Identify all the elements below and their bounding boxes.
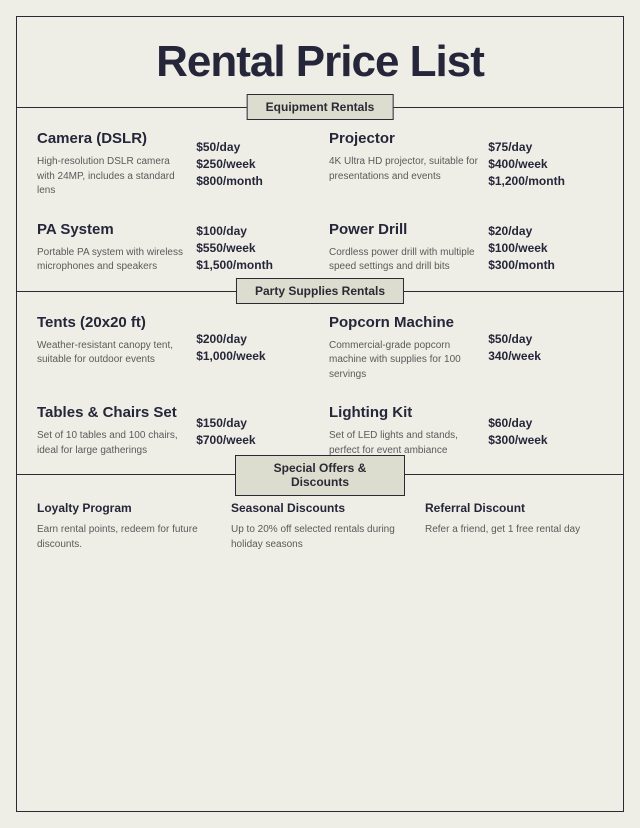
item-desc: 4K Ultra HD projector, suitable for pres…	[329, 155, 478, 184]
price-month: $800/month	[196, 174, 311, 188]
price-day: $200/day	[196, 332, 311, 346]
offer-name: Seasonal Discounts	[231, 501, 409, 515]
item-name: Lighting Kit	[329, 404, 478, 421]
item-name: Tents (20x20 ft)	[37, 314, 186, 331]
page-title: Rental Price List	[17, 37, 623, 87]
price-day: $100/day	[196, 224, 311, 238]
item-desc: Weather-resistant canopy tent, suitable …	[37, 339, 186, 368]
price-month: $1,500/month	[196, 258, 311, 272]
price-week: $250/week	[196, 157, 311, 171]
item-name: Camera (DSLR)	[37, 130, 186, 147]
item-desc: High-resolution DSLR camera with 24MP, i…	[37, 155, 186, 199]
item-popcorn: Popcorn Machine Commercial-grade popcorn…	[329, 314, 603, 383]
section-divider: Equipment Rentals	[17, 107, 623, 108]
offer-desc: Earn rental points, redeem for future di…	[37, 523, 215, 552]
item-prices: $150/day $700/week	[196, 404, 311, 458]
item-prices: $75/day $400/week $1,200/month	[488, 130, 603, 199]
section-label-party: Party Supplies Rentals	[236, 278, 404, 304]
item-name: Tables & Chairs Set	[37, 404, 186, 421]
section-divider: Special Offers & Discounts	[17, 474, 623, 475]
price-day: $150/day	[196, 416, 311, 430]
item-pa-system: PA System Portable PA system with wirele…	[37, 221, 311, 275]
item-desc: Portable PA system with wireless microph…	[37, 246, 186, 275]
price-day: $60/day	[488, 416, 603, 430]
price-day: $50/day	[488, 332, 603, 346]
item-tents: Tents (20x20 ft) Weather-resistant canop…	[37, 314, 311, 383]
offer-referral: Referral Discount Refer a friend, get 1 …	[425, 501, 603, 552]
price-day: $50/day	[196, 140, 311, 154]
item-prices: $50/day $250/week $800/month	[196, 130, 311, 199]
offer-loyalty: Loyalty Program Earn rental points, rede…	[37, 501, 215, 552]
price-week: $100/week	[488, 241, 603, 255]
item-tables-chairs: Tables & Chairs Set Set of 10 tables and…	[37, 404, 311, 458]
price-week: $400/week	[488, 157, 603, 171]
item-camera: Camera (DSLR) High-resolution DSLR camer…	[37, 130, 311, 199]
item-desc: Set of 10 tables and 100 chairs, ideal f…	[37, 429, 186, 458]
item-name: Power Drill	[329, 221, 478, 238]
item-lighting: Lighting Kit Set of LED lights and stand…	[329, 404, 603, 458]
price-week: $550/week	[196, 241, 311, 255]
section-label-equipment: Equipment Rentals	[247, 94, 394, 120]
item-prices: $100/day $550/week $1,500/month	[196, 221, 311, 275]
price-week: 340/week	[488, 349, 603, 363]
equipment-grid: Camera (DSLR) High-resolution DSLR camer…	[17, 108, 623, 291]
item-name: PA System	[37, 221, 186, 238]
price-week: $1,000/week	[196, 349, 311, 363]
price-day: $75/day	[488, 140, 603, 154]
price-month: $300/month	[488, 258, 603, 272]
item-prices: $50/day 340/week	[488, 314, 603, 383]
price-month: $1,200/month	[488, 174, 603, 188]
section-label-offers: Special Offers & Discounts	[235, 455, 405, 496]
offer-seasonal: Seasonal Discounts Up to 20% off selecte…	[231, 501, 409, 552]
item-desc: Commercial-grade popcorn machine with su…	[329, 339, 478, 383]
price-week: $700/week	[196, 433, 311, 447]
item-power-drill: Power Drill Cordless power drill with mu…	[329, 221, 603, 275]
party-grid: Tents (20x20 ft) Weather-resistant canop…	[17, 292, 623, 475]
offer-name: Referral Discount	[425, 501, 603, 515]
item-name: Projector	[329, 130, 478, 147]
item-prices: $200/day $1,000/week	[196, 314, 311, 383]
item-desc: Cordless power drill with multiple speed…	[329, 246, 478, 275]
price-week: $300/week	[488, 433, 603, 447]
item-desc: Set of LED lights and stands, perfect fo…	[329, 429, 478, 458]
price-day: $20/day	[488, 224, 603, 238]
section-divider: Party Supplies Rentals	[17, 291, 623, 292]
offer-desc: Refer a friend, get 1 free rental day	[425, 523, 603, 538]
item-projector: Projector 4K Ultra HD projector, suitabl…	[329, 130, 603, 199]
price-list-container: Rental Price List Equipment Rentals Came…	[16, 16, 624, 812]
item-prices: $20/day $100/week $300/month	[488, 221, 603, 275]
item-prices: $60/day $300/week	[488, 404, 603, 458]
item-name: Popcorn Machine	[329, 314, 478, 331]
offer-name: Loyalty Program	[37, 501, 215, 515]
offer-desc: Up to 20% off selected rentals during ho…	[231, 523, 409, 552]
